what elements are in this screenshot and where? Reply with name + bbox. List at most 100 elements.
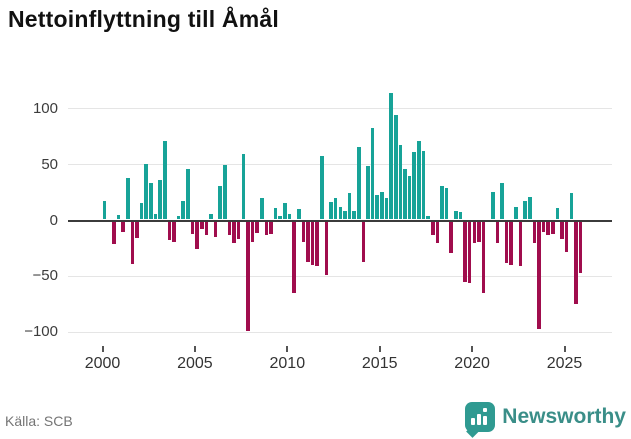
- newsworthy-wordmark: Newsworthy: [502, 405, 626, 428]
- bar-2007-Q4: [246, 221, 250, 331]
- bar-2012-Q3: [333, 198, 338, 220]
- bar-2013-Q1: [343, 210, 347, 220]
- bar-2016-Q2: [403, 169, 407, 220]
- bar-2025-Q3: [574, 221, 578, 305]
- bar-2012-Q4: [338, 207, 343, 220]
- bar-2017-Q2: [421, 151, 426, 220]
- y-axis-label-100: 100: [32, 99, 58, 117]
- y-axis-label-0: 0: [49, 211, 58, 229]
- x-axis-tick-2005: [193, 346, 196, 352]
- bar-2018-Q4: [449, 221, 453, 253]
- bar-2012-Q1: [324, 221, 329, 276]
- bar-2004-Q3: [186, 169, 190, 220]
- gridline-y-50: [68, 164, 612, 166]
- x-axis-label-2025: 2025: [546, 355, 583, 372]
- bar-2007-Q2: [236, 221, 241, 240]
- bar-2024-Q2: [551, 221, 555, 234]
- bar-2019-Q1: [454, 210, 458, 220]
- bar-2016-Q1: [398, 144, 403, 220]
- bar-2004-Q1: [176, 216, 181, 220]
- gridline-y--100: [68, 331, 612, 333]
- bar-2018-Q2: [440, 185, 444, 220]
- bar-2001-Q1: [121, 221, 125, 232]
- bar-2000-Q3: [112, 221, 116, 244]
- chart-title: Nettoinflyttning till Åmål: [8, 6, 279, 32]
- bar-2009-Q2: [273, 208, 278, 220]
- bar-2013-Q3: [352, 210, 356, 220]
- bar-2015-Q4: [393, 114, 398, 220]
- bar-2002-Q3: [149, 182, 153, 220]
- bar-2014-Q1: [361, 221, 366, 262]
- bar-2005-Q4: [209, 213, 213, 220]
- bar-2025-Q4: [578, 221, 583, 273]
- bar-2023-Q1: [527, 197, 532, 220]
- bar-2001-Q4: [135, 221, 139, 239]
- y-axis-label--100: −100: [24, 323, 58, 341]
- bar-2021-Q3: [500, 182, 504, 220]
- bar-2006-Q4: [227, 221, 232, 235]
- bar-2011-Q1: [306, 221, 310, 262]
- bar-2000-Q1: [102, 200, 107, 220]
- x-axis-label-2000: 2000: [84, 355, 121, 372]
- bar-2020-Q1: [472, 221, 477, 243]
- bar-2004-Q2: [181, 200, 186, 220]
- bar-2007-Q1: [232, 221, 236, 243]
- bar-2012-Q2: [329, 201, 333, 220]
- bar-2022-Q4: [523, 200, 527, 220]
- gridline-y-100: [68, 108, 612, 110]
- bar-2014-Q4: [375, 194, 380, 220]
- bar-2009-Q1: [269, 221, 273, 234]
- x-axis-label-2005: 2005: [177, 355, 213, 372]
- newsworthy-logo[interactable]: Newsworthy: [465, 402, 626, 438]
- bar-2008-Q1: [250, 221, 255, 242]
- bar-2003-Q3: [167, 221, 172, 241]
- bar-2024-Q1: [546, 221, 550, 235]
- bar-2025-Q1: [564, 221, 569, 252]
- bar-2001-Q3: [130, 221, 135, 264]
- bar-2002-Q1: [139, 202, 144, 220]
- bar-2003-Q4: [172, 221, 176, 242]
- bar-2005-Q1: [195, 221, 199, 250]
- bar-2021-Q2: [495, 221, 500, 243]
- bar-2019-Q2: [458, 211, 463, 220]
- bar-2021-Q4: [504, 221, 509, 263]
- bar-2013-Q2: [347, 192, 352, 220]
- x-axis-label-2010: 2010: [269, 355, 306, 372]
- bar-2016-Q4: [412, 152, 417, 220]
- bar-2003-Q2: [162, 141, 167, 220]
- x-axis-tick-2025: [563, 346, 566, 352]
- bar-2013-Q4: [357, 146, 361, 220]
- bar-2017-Q3: [426, 216, 430, 220]
- bar-2022-Q3: [518, 221, 523, 267]
- bar-2018-Q3: [444, 188, 449, 220]
- bar-2010-Q4: [301, 221, 306, 242]
- y-axis-label--50: −50: [32, 267, 58, 285]
- bar-2006-Q2: [218, 185, 222, 220]
- bar-2009-Q4: [283, 202, 287, 220]
- bar-2023-Q3: [537, 221, 541, 329]
- bar-2011-Q3: [315, 221, 319, 267]
- gridline-y--50: [68, 275, 612, 277]
- bar-2018-Q1: [435, 221, 440, 243]
- x-axis-tick-2000: [101, 346, 104, 352]
- x-axis-tick-2010: [286, 346, 289, 352]
- bar-2021-Q1: [490, 191, 495, 220]
- x-axis-tick-2020: [471, 346, 474, 352]
- newsworthy-bar-chart-icon: [465, 402, 496, 438]
- bar-2010-Q2: [292, 221, 296, 293]
- bar-2002-Q2: [144, 163, 149, 220]
- bar-2010-Q3: [296, 209, 301, 220]
- bar-2022-Q1: [509, 221, 514, 266]
- bar-2016-Q3: [407, 175, 412, 220]
- bar-2011-Q4: [320, 155, 324, 220]
- bar-2007-Q3: [241, 153, 246, 220]
- bar-2001-Q2: [126, 178, 130, 220]
- x-axis-label-2015: 2015: [361, 355, 398, 372]
- bar-2009-Q3: [278, 216, 283, 220]
- bar-2011-Q2: [310, 221, 315, 266]
- bar-2023-Q2: [532, 221, 537, 243]
- bar-2000-Q4: [116, 215, 121, 220]
- bar-2004-Q4: [190, 221, 195, 234]
- bar-2015-Q1: [380, 191, 384, 220]
